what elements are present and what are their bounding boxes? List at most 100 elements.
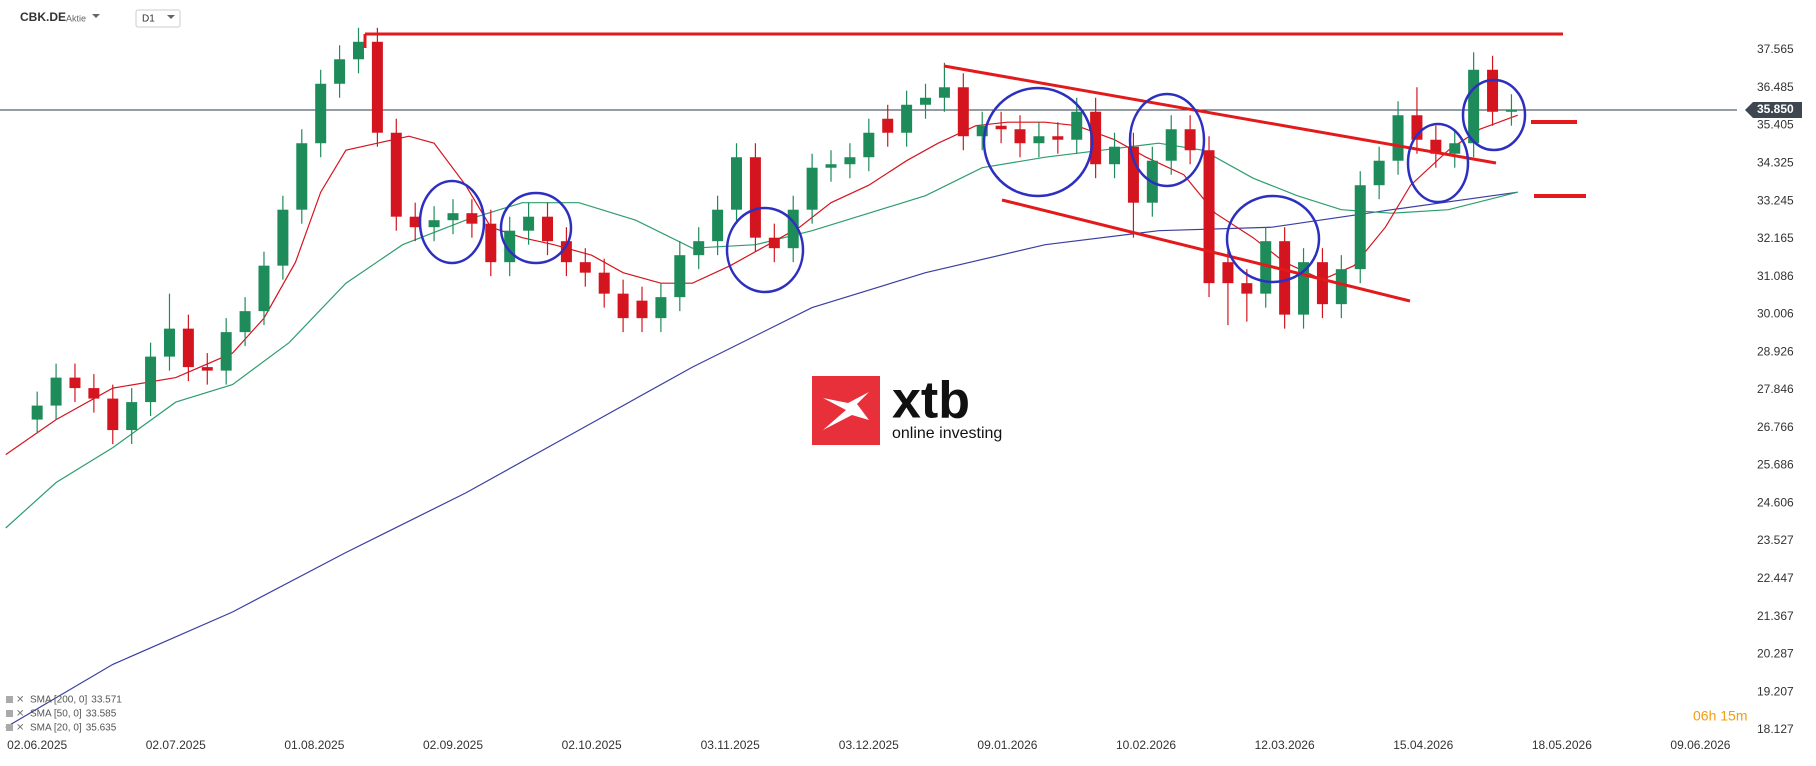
candle-body xyxy=(844,157,856,165)
y-tick-label: 25.686 xyxy=(1757,458,1794,472)
candle-body xyxy=(1241,283,1253,294)
legend-value: 35.635 xyxy=(86,723,117,734)
symbol: CBK.DE xyxy=(20,10,66,24)
candle-body xyxy=(1430,139,1442,154)
candle-body xyxy=(712,209,724,242)
candle-body xyxy=(1449,143,1461,154)
dropdown-arrow[interactable] xyxy=(92,14,100,18)
candle-body xyxy=(201,367,213,371)
candle-body xyxy=(1316,262,1328,305)
legend-close[interactable]: ✕ xyxy=(16,695,24,706)
y-tick-label: 34.325 xyxy=(1757,156,1794,170)
highlight-circle xyxy=(1128,92,1206,188)
candle-body xyxy=(787,209,799,249)
candle-body xyxy=(352,41,364,60)
candle-body xyxy=(50,377,62,406)
y-tick-label: 32.165 xyxy=(1757,231,1794,245)
candle-body xyxy=(239,311,251,333)
candle-body xyxy=(1109,146,1121,165)
candle-body xyxy=(409,216,421,228)
candle-body xyxy=(69,377,81,389)
candle-body xyxy=(617,293,629,319)
x-tick-label: 15.04.2026 xyxy=(1393,738,1453,752)
legend-value: 33.585 xyxy=(86,709,117,720)
candle-body xyxy=(1411,115,1423,140)
annotations xyxy=(363,32,1586,303)
timeframe[interactable]: D1 xyxy=(142,14,155,25)
candle-body xyxy=(485,223,497,263)
dropdown-arrow[interactable] xyxy=(167,15,175,19)
candle-body xyxy=(636,300,648,319)
candle-body xyxy=(1354,185,1366,270)
candle-body xyxy=(1392,115,1404,161)
legend-icon xyxy=(6,710,13,717)
x-tick-label: 18.05.2026 xyxy=(1532,738,1592,752)
sma-line xyxy=(5,191,1518,728)
candle-body xyxy=(258,265,270,312)
candle-body xyxy=(1127,146,1139,203)
x-tick-label: 09.06.2026 xyxy=(1670,738,1730,752)
candle-body xyxy=(598,272,610,294)
y-tick-label: 35.405 xyxy=(1757,118,1794,132)
highlight-circle xyxy=(982,86,1094,198)
instrument-type[interactable]: Aktie xyxy=(66,13,86,23)
candle-body xyxy=(655,297,667,319)
candle-body xyxy=(182,328,194,368)
sma-line xyxy=(5,114,1518,456)
candle-body xyxy=(296,143,308,210)
candle-body xyxy=(1298,262,1310,315)
candle-body xyxy=(1335,269,1347,305)
candle-body xyxy=(220,332,232,371)
candle-body xyxy=(163,328,175,357)
highlight-circle xyxy=(1225,194,1321,284)
candle-body xyxy=(1279,241,1291,315)
last-price-label: 35.850 xyxy=(1757,102,1794,116)
y-tick-label: 24.606 xyxy=(1757,495,1794,509)
y-tick-label: 37.565 xyxy=(1757,42,1794,56)
candle-body xyxy=(277,209,289,266)
timeframe-select[interactable] xyxy=(135,9,181,28)
y-tick-label: 23.527 xyxy=(1757,533,1794,547)
y-tick-label: 30.006 xyxy=(1757,307,1794,321)
legend-close[interactable]: ✕ xyxy=(16,723,24,734)
candle-body xyxy=(768,237,780,249)
x-tick-label: 02.10.2025 xyxy=(562,738,622,752)
legend-close[interactable]: ✕ xyxy=(16,709,24,720)
y-tick-label: 31.086 xyxy=(1757,269,1794,283)
y-tick-label: 22.447 xyxy=(1757,571,1794,585)
candle-body xyxy=(541,216,553,242)
highlight-circle xyxy=(1461,78,1527,152)
candle-body xyxy=(1468,69,1480,144)
highlight-circle xyxy=(499,191,573,265)
candle-body xyxy=(731,157,743,210)
channel-lower xyxy=(1001,198,1411,303)
candle-body xyxy=(1165,129,1177,161)
candle-body xyxy=(31,405,43,420)
candle-body xyxy=(579,262,591,273)
candle-body xyxy=(1033,136,1045,144)
candle-body xyxy=(1184,129,1196,151)
plot-area xyxy=(0,27,1737,728)
candle-body xyxy=(882,118,894,133)
candle-body xyxy=(315,83,327,144)
y-tick-label: 27.846 xyxy=(1757,382,1794,396)
legend-icon xyxy=(6,696,13,703)
candle-body xyxy=(976,125,988,137)
candle-body xyxy=(1222,262,1234,284)
candle-body xyxy=(523,216,535,231)
candle-body xyxy=(995,125,1007,130)
candle-body xyxy=(1260,241,1272,294)
last-price-tag xyxy=(1745,102,1802,119)
y-tick-label: 20.287 xyxy=(1757,647,1794,661)
highlight-circle xyxy=(1406,122,1470,204)
candle-body xyxy=(88,388,100,399)
logo-icon xyxy=(823,392,869,430)
y-tick-label: 18.127 xyxy=(1757,722,1794,736)
y-tick-label: 33.245 xyxy=(1757,193,1794,207)
candle-body xyxy=(371,41,383,133)
candle-body xyxy=(504,230,516,263)
x-tick-label: 03.11.2025 xyxy=(701,738,760,752)
candle-body xyxy=(1487,69,1499,112)
